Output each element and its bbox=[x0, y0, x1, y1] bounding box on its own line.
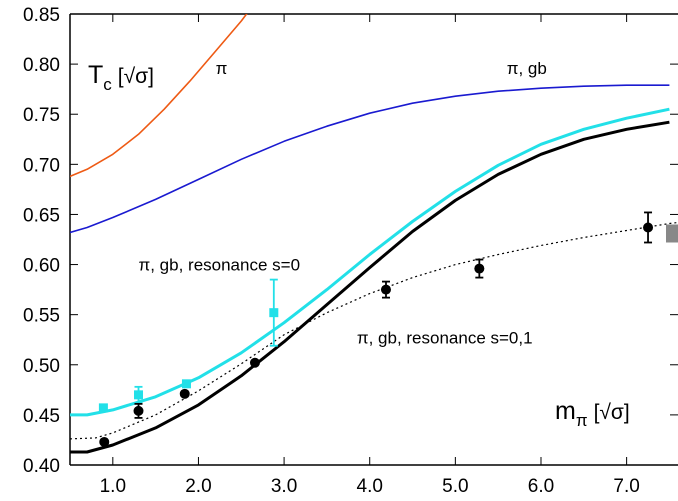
y-axis-label: Tc [√σ] bbox=[88, 61, 154, 94]
y-tick-label: 0.65 bbox=[23, 205, 60, 226]
black-data-point bbox=[474, 263, 485, 274]
x-tick-label: 4.0 bbox=[357, 476, 383, 497]
cyan-data-point bbox=[98, 403, 108, 413]
x-tick-label: 1.0 bbox=[100, 476, 126, 497]
y-tick-label: 0.70 bbox=[23, 155, 60, 176]
black-data-point bbox=[133, 405, 144, 416]
series-line-3 bbox=[70, 120, 670, 454]
cyan-data-point bbox=[181, 379, 191, 389]
series-line-1 bbox=[70, 84, 670, 234]
cyan-data-point bbox=[134, 390, 144, 400]
x-tick-label: 7.0 bbox=[613, 476, 639, 497]
y-tick-label: 0.50 bbox=[23, 356, 60, 377]
y-tick-label: 0.55 bbox=[23, 306, 60, 327]
curve-series bbox=[70, 14, 678, 454]
black-data-point bbox=[99, 436, 110, 447]
black-data-point bbox=[380, 284, 391, 295]
x-tick-label: 6.0 bbox=[528, 476, 554, 497]
black-data-point bbox=[643, 222, 654, 233]
y-tick-label: 0.45 bbox=[23, 406, 60, 427]
plot-axes bbox=[69, 13, 678, 466]
x-tick-label: 5.0 bbox=[442, 476, 468, 497]
curve-label: π, gb bbox=[507, 59, 547, 78]
y-tick-label: 0.85 bbox=[23, 5, 60, 26]
curve-annotations: π π, gb π, gb, resonance s=0 π, gb, resonan… bbox=[139, 59, 547, 348]
black-data-point bbox=[179, 388, 190, 399]
y-tick-label: 0.75 bbox=[23, 105, 60, 126]
x-tick-label: 3.0 bbox=[271, 476, 297, 497]
data-points bbox=[98, 211, 678, 447]
y-tick-label: 0.40 bbox=[23, 456, 60, 477]
y-tick-label: 0.60 bbox=[23, 256, 60, 277]
x-axis-label: mπ [√σ] bbox=[555, 397, 630, 430]
curve-label: π bbox=[216, 59, 228, 78]
axis-ticks: 0.40 0.45 0.50 0.55 0.60 0.65 0.70 0.75 0.80 0.85… bbox=[23, 5, 678, 497]
curve-label: π, gb, resonance s=0 bbox=[139, 256, 301, 275]
series-line-0 bbox=[70, 14, 248, 178]
series-line-4 bbox=[70, 221, 678, 440]
y-tick-label: 0.80 bbox=[23, 55, 60, 76]
x-tick-label: 2.0 bbox=[185, 476, 211, 497]
grey-data-box bbox=[666, 224, 678, 243]
black-data-point bbox=[249, 357, 260, 368]
cyan-data-point bbox=[269, 308, 279, 318]
series-line-2 bbox=[70, 107, 670, 417]
curve-label: π, gb, resonance s=0,1 bbox=[357, 329, 533, 348]
